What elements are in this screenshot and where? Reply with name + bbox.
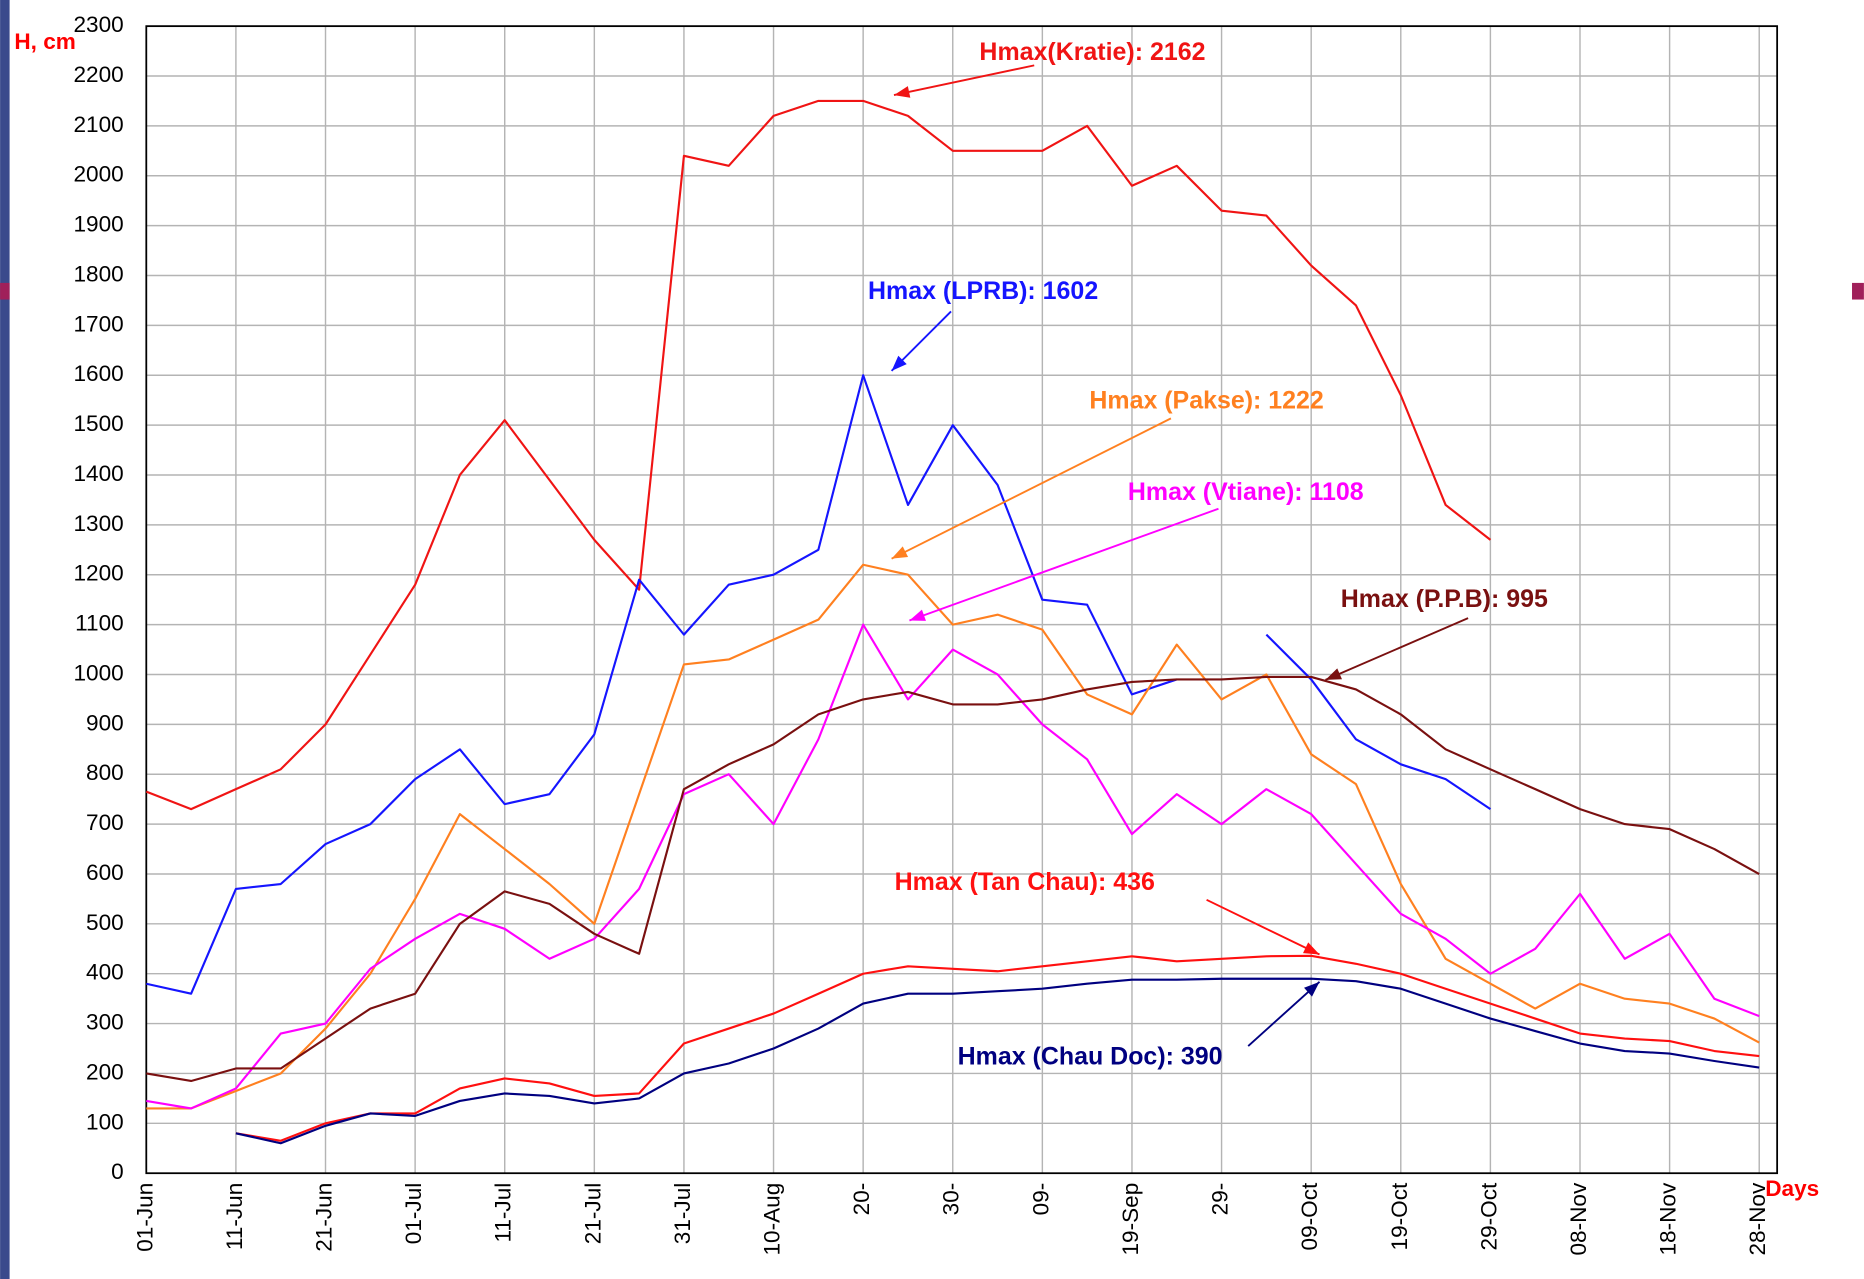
series-line: [145, 99, 1492, 811]
y-tick-label: 900: [86, 710, 124, 735]
y-tick-label: 2100: [73, 112, 123, 137]
y-tick-label: 1100: [75, 611, 124, 636]
y-tick-label: 1600: [73, 361, 123, 386]
y-tick-label: 1300: [73, 511, 123, 536]
x-tick-label: 11-Jun: [222, 1183, 247, 1250]
annotation-arrow: [891, 417, 1172, 560]
y-tick-label: 100: [86, 1109, 124, 1134]
x-axis-label: Days: [1765, 1176, 1819, 1201]
y-tick-label: 2200: [73, 62, 123, 87]
annotation: Hmax (LPRB): 1602: [868, 277, 1098, 305]
y-tick-label: 0: [111, 1159, 124, 1184]
x-tick-label: 21-Jul: [580, 1183, 605, 1245]
annotation: Hmax (P.P.B): 995: [1341, 585, 1548, 613]
arrow-head: [891, 355, 907, 371]
y-tick-label: 600: [86, 860, 124, 885]
y-tick-label: 500: [86, 910, 124, 935]
x-tick-label: 01-Jun: [132, 1183, 157, 1252]
plot-border: [145, 25, 1779, 1175]
arrow-head: [909, 609, 926, 621]
series-line: [235, 977, 1760, 1145]
arrow-head: [891, 546, 909, 559]
y-tick-label: 2000: [73, 162, 123, 187]
y-tick-label: 1400: [73, 461, 123, 486]
y-tick-label: 1800: [73, 261, 123, 286]
x-tick-label: 31-Jul: [670, 1183, 695, 1245]
y-tick-label: 1700: [73, 311, 123, 336]
x-tick-label: 29-: [1208, 1183, 1233, 1216]
x-tick-label: 10-Aug: [760, 1183, 785, 1256]
arrow-head: [1303, 942, 1320, 955]
annotation-arrow: [1325, 617, 1469, 681]
x-tick-label: 30-: [939, 1183, 964, 1216]
annotation-arrow: [1206, 898, 1320, 956]
arrow-head: [1325, 668, 1342, 680]
x-tick-label: 11-Jul: [491, 1183, 516, 1243]
annotation: Hmax (Pakse): 1222: [1089, 386, 1323, 414]
y-tick-label: 300: [86, 1010, 124, 1035]
arrow-head: [1304, 981, 1320, 997]
annotation-arrow: [909, 507, 1219, 622]
y-tick-label: 1900: [73, 212, 123, 237]
y-tick-label: 700: [86, 810, 124, 835]
annotation-arrow: [893, 64, 1035, 97]
y-tick-label: 1200: [73, 561, 123, 586]
slide-mark: [0, 282, 10, 300]
series-line: [146, 623, 1760, 1110]
annotation-arrow: [1247, 981, 1321, 1047]
y-tick-label: 1000: [73, 660, 123, 685]
y-axis-label: H, cm: [14, 29, 75, 54]
plot-area: [146, 26, 1778, 1174]
annotation: Hmax (Tan Chau): 436: [895, 868, 1155, 896]
annotation: Hmax (Chau Doc): 390: [958, 1043, 1223, 1071]
y-tick-label: 1500: [73, 411, 123, 436]
y-tick-label: 800: [86, 760, 124, 785]
x-tick-label: 19-Sep: [1118, 1183, 1143, 1256]
x-tick-label: 20-: [849, 1183, 874, 1216]
x-tick-label: 21-Jun: [311, 1183, 336, 1252]
y-tick-label: 400: [86, 960, 124, 985]
x-tick-label: 28-Nov: [1745, 1182, 1770, 1255]
slide-edge: [0, 0, 10, 1279]
x-tick-label: 09-: [1028, 1183, 1053, 1216]
series-line: [146, 374, 1492, 995]
series-line: [146, 563, 1760, 1110]
y-tick-label: 200: [86, 1059, 124, 1084]
x-tick-label: 09-Oct: [1297, 1182, 1322, 1250]
x-tick-label: 29-Oct: [1476, 1182, 1501, 1250]
annotation: Hmax (Vtiane): 1108: [1128, 478, 1364, 506]
arrow-head: [893, 86, 911, 98]
x-tick-label: 08-Nov: [1566, 1182, 1591, 1255]
slide-mark: [1852, 282, 1864, 300]
series-line: [235, 954, 1760, 1142]
y-tick-label: 2300: [73, 12, 123, 37]
x-tick-label: 19-Oct: [1387, 1182, 1412, 1250]
series-line: [146, 675, 1760, 1083]
x-tick-label: 18-Nov: [1656, 1182, 1681, 1255]
annotation: Hmax(Kratie): 2162: [979, 38, 1205, 66]
x-tick-label: 01-Jul: [401, 1183, 426, 1245]
